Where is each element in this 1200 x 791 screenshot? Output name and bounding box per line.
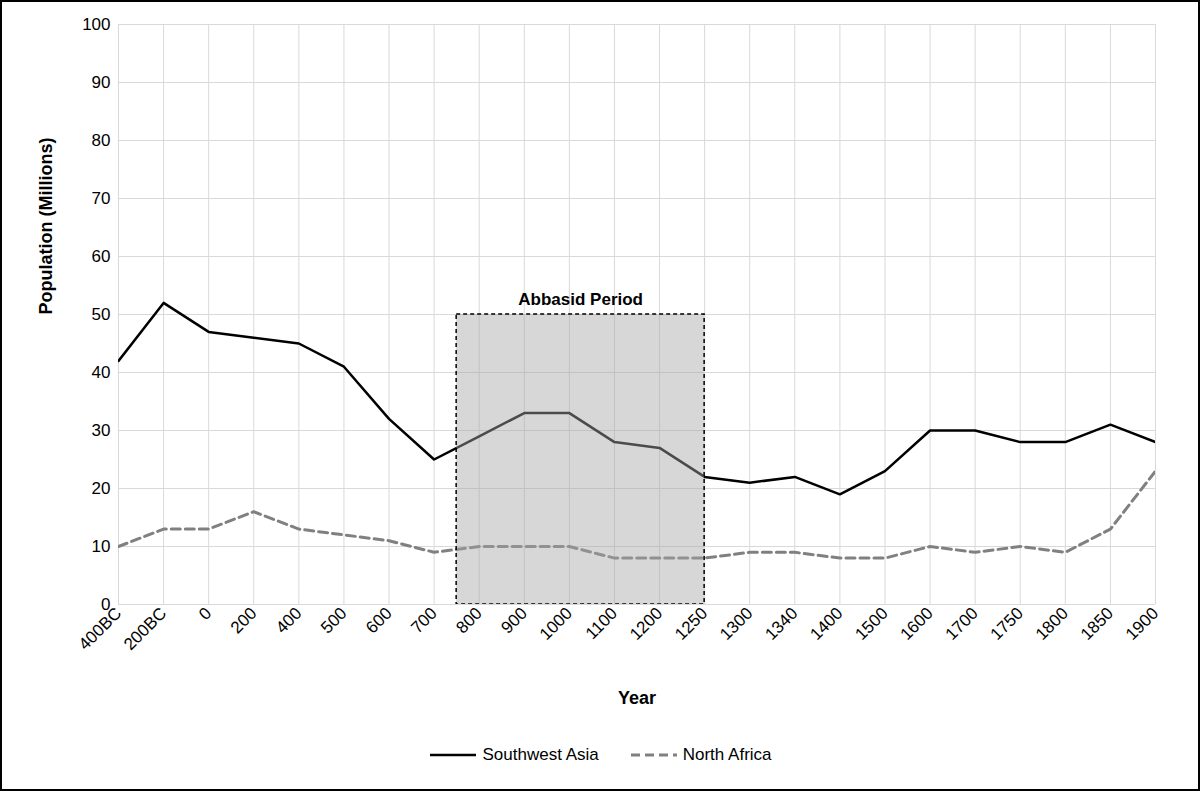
svg-text:600: 600 — [362, 604, 395, 637]
svg-text:1750: 1750 — [987, 604, 1027, 644]
svg-text:80: 80 — [92, 131, 111, 150]
svg-text:1850: 1850 — [1077, 604, 1117, 644]
svg-text:1700: 1700 — [942, 604, 982, 644]
svg-text:100: 100 — [82, 15, 110, 34]
html-text:North Africa: North Africa — [682, 745, 772, 764]
svg-text:800: 800 — [452, 604, 485, 637]
svg-text:1500: 1500 — [851, 604, 891, 644]
svg-text:Population (Millions): Population (Millions) — [36, 138, 56, 315]
svg-text:20: 20 — [92, 479, 111, 498]
svg-text:1100: 1100 — [582, 604, 621, 643]
svg-text:70: 70 — [92, 189, 111, 208]
svg-text:10: 10 — [92, 537, 111, 556]
svg-text:1600: 1600 — [897, 604, 937, 644]
svg-text:400BC: 400BC — [75, 604, 125, 654]
svg-text:1000: 1000 — [536, 604, 576, 644]
svg-text:30: 30 — [92, 421, 111, 440]
svg-text:700: 700 — [407, 604, 440, 637]
svg-text:500: 500 — [317, 604, 350, 637]
svg-text:900: 900 — [497, 604, 530, 637]
svg-text:60: 60 — [92, 247, 111, 266]
svg-text:1900: 1900 — [1122, 604, 1162, 644]
svg-text:1250: 1250 — [671, 604, 711, 644]
svg-text:Abbasid Period: Abbasid Period — [518, 290, 643, 309]
svg-text:0: 0 — [195, 604, 215, 624]
svg-text:400: 400 — [272, 604, 305, 637]
svg-text:1800: 1800 — [1032, 604, 1072, 644]
svg-text:Year: Year — [618, 688, 656, 708]
svg-text:1340: 1340 — [761, 604, 801, 644]
svg-text:200: 200 — [227, 604, 260, 637]
svg-text:1400: 1400 — [806, 604, 846, 644]
svg-text:40: 40 — [92, 363, 111, 382]
svg-text:200BC: 200BC — [120, 604, 170, 654]
html-text:Southwest Asia: Southwest Asia — [482, 745, 599, 764]
svg-text:90: 90 — [92, 73, 111, 92]
svg-text:1300: 1300 — [716, 604, 756, 644]
svg-text:50: 50 — [92, 305, 111, 324]
svg-text:1200: 1200 — [626, 604, 666, 644]
